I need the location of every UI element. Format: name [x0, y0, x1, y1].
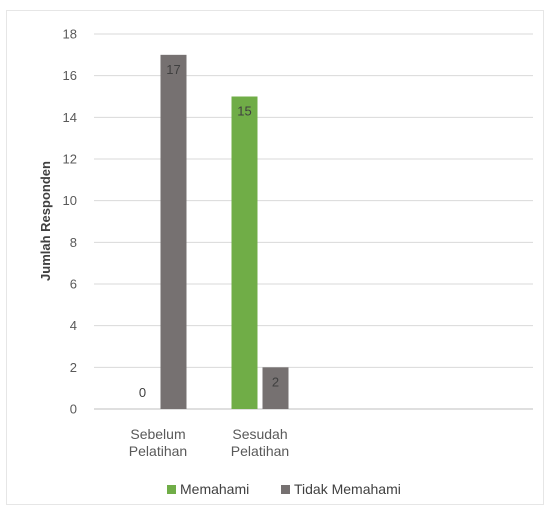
gridlines [94, 33, 533, 410]
legend: Memahami Tidak Memahami [167, 481, 401, 497]
y-tick-label: 18 [63, 27, 77, 42]
data-labels: 0 17 15 2 [139, 62, 279, 400]
legend-swatch [281, 485, 290, 494]
y-tick-label: 2 [70, 360, 77, 375]
x-category-label: Sebelum Pelatihan [129, 426, 187, 459]
bar [262, 367, 289, 409]
y-tick-label: 12 [63, 152, 77, 167]
bar [231, 96, 258, 409]
y-axis-ticks: 0 2 4 6 8 10 12 14 16 18 [63, 27, 77, 417]
y-tick-label: 8 [70, 235, 77, 250]
data-label: 15 [237, 104, 251, 119]
y-tick-label: 16 [63, 68, 77, 83]
bars [160, 54, 289, 409]
y-tick-label: 0 [70, 402, 77, 417]
y-tick-label: 6 [70, 277, 77, 292]
y-tick-label: 4 [70, 318, 77, 333]
data-label: 0 [139, 385, 146, 400]
y-tick-label: 10 [63, 193, 77, 208]
legend-label: Tidak Memahami [294, 481, 401, 497]
legend-label: Memahami [180, 481, 249, 497]
x-category-label: Sesudah Pelatihan [231, 426, 289, 459]
y-axis-title: Jumlah Responden [38, 161, 53, 281]
bar [160, 54, 187, 409]
legend-swatch [167, 485, 176, 494]
chart-frame [6, 10, 544, 505]
x-axis-categories: Sebelum Pelatihan Sesudah Pelatihan [129, 426, 289, 459]
data-label: 17 [166, 62, 180, 77]
data-label: 2 [272, 374, 279, 389]
y-tick-label: 14 [63, 110, 77, 125]
